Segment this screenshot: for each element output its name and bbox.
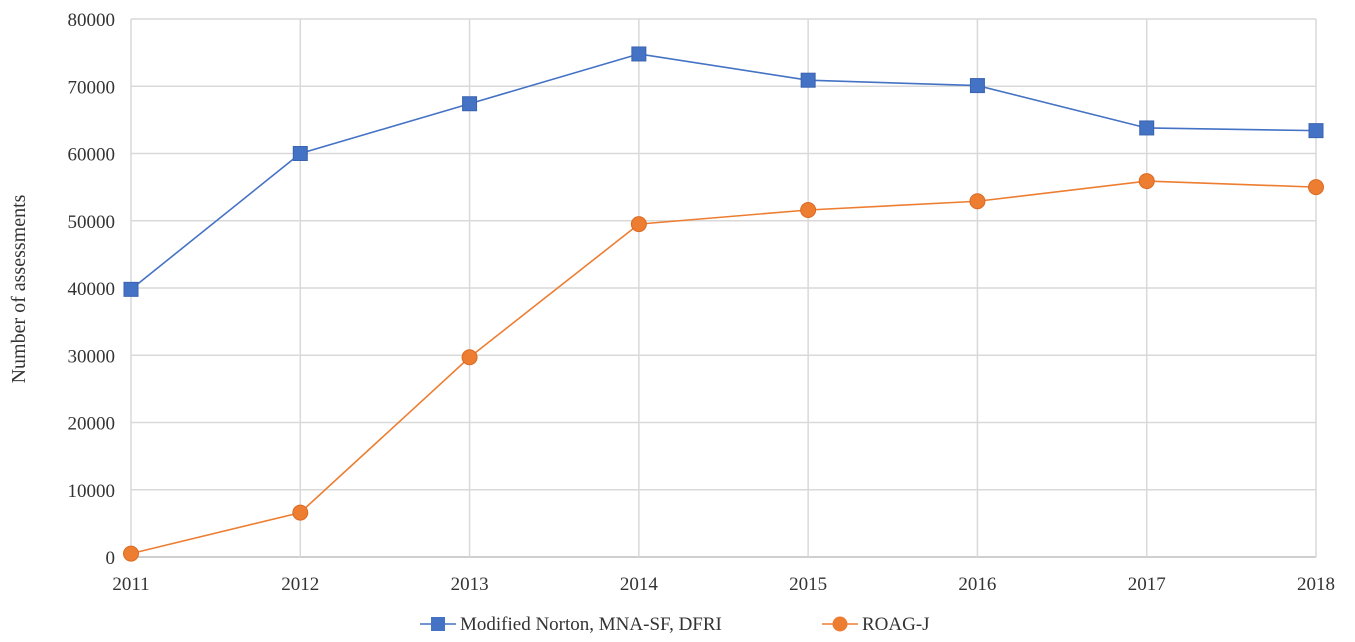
y-tick-label: 40000 [68, 279, 116, 300]
data-point-marker [1139, 120, 1155, 136]
legend-entry-2: ROAG-J [822, 614, 930, 635]
data-point-marker [631, 46, 647, 62]
y-tick-label: 60000 [68, 145, 116, 166]
legend-label: Modified Norton, MNA-SF, DFRI [460, 614, 722, 635]
data-point-marker [462, 96, 478, 112]
legend-circle-marker [832, 616, 848, 632]
data-point-marker [1308, 179, 1324, 196]
series-line [130, 180, 1317, 555]
y-tick-label: 10000 [68, 481, 116, 502]
y-tick-label: 20000 [68, 414, 116, 435]
y-tick-label: 30000 [68, 346, 116, 367]
grid-lines [130, 18, 1317, 558]
y-tick-label: 50000 [68, 212, 116, 233]
y-tick-label: 80000 [68, 10, 116, 31]
legend-entry-1: Modified Norton, MNA-SF, DFRI [420, 614, 722, 635]
series-line [130, 53, 1317, 290]
x-tick-label: 2016 [958, 574, 996, 595]
data-point-marker [969, 193, 986, 210]
data-point-marker [123, 281, 139, 297]
data-point-marker [461, 349, 478, 366]
x-tick-label: 2015 [789, 574, 827, 595]
x-tick-label: 2013 [451, 574, 489, 595]
data-point-marker [1138, 173, 1155, 190]
series-layer [123, 46, 1324, 562]
x-tick-label: 2014 [620, 574, 659, 595]
x-axis-tick-labels: 2011 2012 2013 2014 2015 2016 2017 2018 [112, 574, 1335, 595]
data-point-marker [800, 72, 816, 88]
data-point-marker [292, 504, 309, 521]
data-point-marker [969, 78, 985, 94]
data-point-marker [1308, 123, 1324, 139]
legend-label: ROAG-J [862, 614, 930, 635]
data-point-marker [630, 216, 647, 233]
x-tick-label: 2017 [1128, 574, 1166, 595]
series-1 [123, 46, 1324, 297]
legend: Modified Norton, MNA-SF, DFRI ROAG-J [420, 614, 930, 635]
legend-square-marker [431, 617, 445, 631]
x-tick-label: 2011 [112, 574, 149, 595]
x-tick-label: 2018 [1297, 574, 1335, 595]
y-axis-label: Number of assessments [8, 194, 30, 383]
y-tick-label: 0 [106, 548, 116, 569]
data-point-marker [800, 201, 817, 218]
x-tick-label: 2012 [281, 574, 319, 595]
series-2 [123, 173, 1324, 562]
y-axis-tick-labels: 0 10000 20000 30000 40000 50000 60000 70000 8000… [68, 10, 116, 569]
data-point-marker [123, 545, 139, 562]
data-point-marker [292, 146, 308, 161]
y-tick-label: 70000 [68, 77, 116, 98]
